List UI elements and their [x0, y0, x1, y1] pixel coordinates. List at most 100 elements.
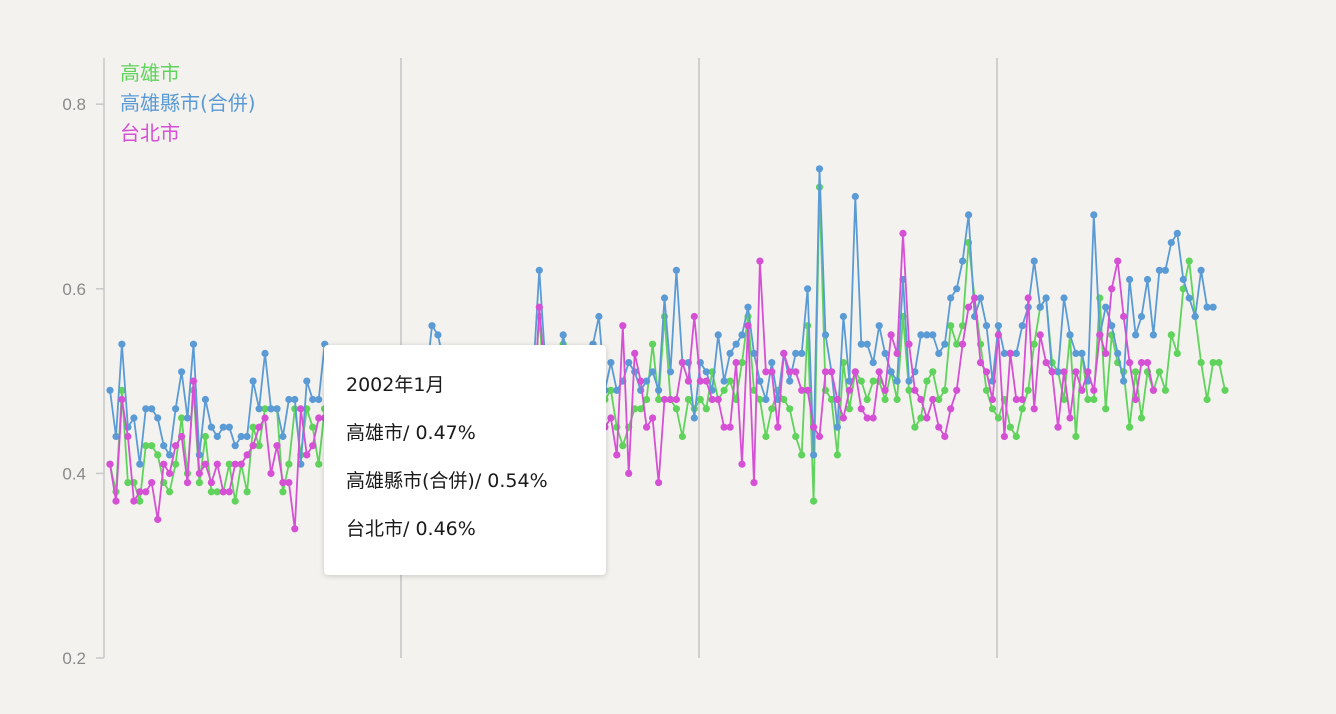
data-point [244, 451, 251, 458]
data-point [989, 405, 996, 412]
data-point [858, 378, 865, 385]
data-point [136, 461, 143, 468]
data-point [106, 461, 113, 468]
data-point [1096, 331, 1103, 338]
data-point [1019, 396, 1026, 403]
data-point [1198, 359, 1205, 366]
data-point [804, 285, 811, 292]
data-point [864, 396, 871, 403]
data-point [250, 378, 257, 385]
data-point [309, 442, 316, 449]
data-point [1090, 387, 1097, 394]
data-point [172, 442, 179, 449]
data-point [279, 433, 286, 440]
data-point [214, 461, 221, 468]
data-point [768, 405, 775, 412]
data-point [214, 433, 221, 440]
data-point [983, 322, 990, 329]
data-point [733, 359, 740, 366]
data-point [1156, 368, 1163, 375]
data-point [1192, 313, 1199, 320]
data-point [1060, 368, 1067, 375]
data-point [619, 322, 626, 329]
data-point [649, 368, 656, 375]
data-point [882, 387, 889, 394]
data-point [673, 396, 680, 403]
data-point [756, 258, 763, 265]
data-point [792, 433, 799, 440]
data-point [894, 396, 901, 403]
data-point [291, 396, 298, 403]
data-point [870, 359, 877, 366]
data-point [1114, 350, 1121, 357]
data-point [1168, 331, 1175, 338]
data-point [947, 294, 954, 301]
data-point [428, 322, 435, 329]
data-point [941, 387, 948, 394]
data-point [226, 488, 233, 495]
legend-item: 高雄市 [120, 61, 180, 85]
data-point [894, 350, 901, 357]
data-point [178, 368, 185, 375]
data-point [1025, 294, 1032, 301]
legend-item: 高雄縣市(合併) [120, 91, 256, 115]
data-point [226, 424, 233, 431]
data-point [1144, 359, 1151, 366]
data-point [673, 405, 680, 412]
data-point [905, 378, 912, 385]
data-point [208, 479, 215, 486]
data-point [822, 331, 829, 338]
data-point [965, 211, 972, 218]
data-point [774, 424, 781, 431]
data-point [1126, 276, 1133, 283]
data-point [738, 331, 745, 338]
data-point [888, 368, 895, 375]
data-point [840, 414, 847, 421]
data-point [1007, 424, 1014, 431]
data-point [1043, 359, 1050, 366]
data-point [631, 350, 638, 357]
data-point [667, 368, 674, 375]
data-point [118, 341, 125, 348]
data-point [1162, 387, 1169, 394]
data-point [911, 424, 918, 431]
data-point [655, 479, 662, 486]
y-tick-label: 0.4 [62, 464, 86, 483]
data-point [1144, 276, 1151, 283]
data-point [798, 350, 805, 357]
data-point [876, 368, 883, 375]
data-point [166, 470, 173, 477]
data-point [118, 396, 125, 403]
data-point [267, 470, 274, 477]
data-point [613, 451, 620, 458]
data-point [178, 433, 185, 440]
data-point [595, 313, 602, 320]
data-point [196, 479, 203, 486]
series-layer [106, 165, 1228, 532]
data-point [1102, 350, 1109, 357]
data-point [273, 442, 280, 449]
data-point [643, 424, 650, 431]
data-point [1204, 396, 1211, 403]
data-point [315, 461, 322, 468]
data-point [1108, 285, 1115, 292]
data-point [1072, 368, 1079, 375]
data-point [965, 304, 972, 311]
data-point [762, 433, 769, 440]
data-point [1043, 294, 1050, 301]
data-point [673, 267, 680, 274]
data-point [184, 414, 191, 421]
data-point [738, 461, 745, 468]
data-point [804, 387, 811, 394]
data-point [917, 396, 924, 403]
data-point [941, 433, 948, 440]
data-point [786, 405, 793, 412]
data-point [995, 322, 1002, 329]
tooltip-row-kaohsiung: 高雄市/ 0.47% [346, 421, 606, 469]
data-point [536, 304, 543, 311]
data-point [983, 387, 990, 394]
data-point [1031, 405, 1038, 412]
data-point [971, 294, 978, 301]
data-point [1001, 433, 1008, 440]
data-point [154, 516, 161, 523]
